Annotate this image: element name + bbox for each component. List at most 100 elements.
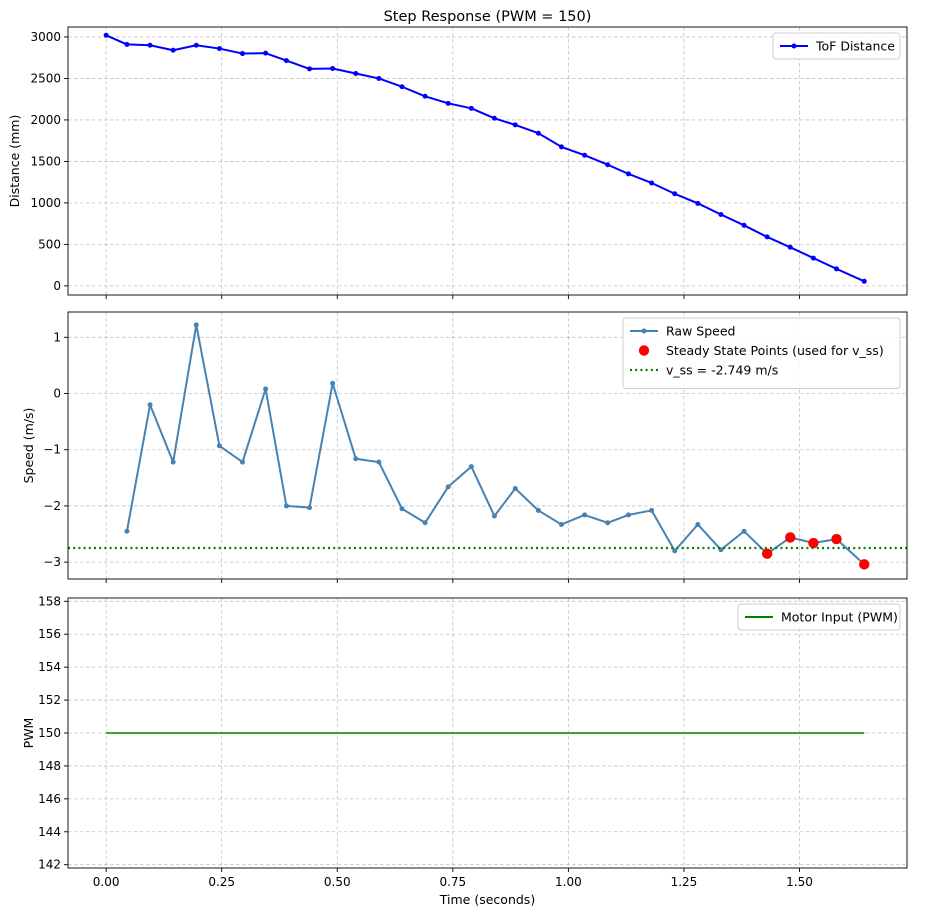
x-tick-label: 0.50 <box>324 875 351 889</box>
speed-point <box>468 464 474 470</box>
distance-point <box>376 75 382 81</box>
distance-point <box>649 180 655 186</box>
distance-point <box>170 47 176 53</box>
distance-point <box>491 115 497 121</box>
distance-series-line <box>105 34 865 283</box>
legend-label: Raw Speed <box>666 324 735 339</box>
y-tick-label: 156 <box>38 627 61 641</box>
y-tick-label: 144 <box>38 825 61 839</box>
y-tick-label: 0 <box>53 279 61 293</box>
speed-point <box>605 520 611 526</box>
speed-point <box>147 402 153 408</box>
speed-point <box>512 486 518 492</box>
distance-point <box>558 144 564 150</box>
speed-point <box>193 322 199 328</box>
distance-point <box>399 84 405 90</box>
distance-point <box>810 255 816 261</box>
distance-point <box>834 266 840 272</box>
plot-area <box>103 32 867 284</box>
x-tick-label: 1.00 <box>555 875 582 889</box>
steady-state-point <box>808 537 819 549</box>
x-tick-label: 0.25 <box>208 875 235 889</box>
y-axis-label: Distance (mm) <box>7 115 22 208</box>
steady-state-point <box>831 533 842 545</box>
distance-point <box>283 58 289 64</box>
y-tick-label: −2 <box>43 499 61 513</box>
distance-point <box>193 42 199 48</box>
speed-point <box>491 513 497 519</box>
distance-point <box>535 130 541 136</box>
plot-frame <box>67 26 908 296</box>
y-tick-label: 3000 <box>30 30 61 44</box>
distance-point <box>263 50 269 56</box>
distance-point <box>353 70 359 76</box>
distance-point <box>124 41 130 47</box>
speed-point <box>422 520 428 526</box>
speed-point <box>649 507 655 513</box>
distance-point <box>216 46 222 52</box>
speed-point <box>330 380 336 386</box>
speed-point <box>741 528 747 534</box>
distance-point <box>445 100 451 106</box>
speed-point <box>240 459 246 465</box>
y-tick-label: 1500 <box>30 154 61 168</box>
steady-state-point <box>785 532 796 543</box>
speed-point <box>445 484 451 490</box>
speed-point <box>535 507 541 513</box>
x-tick-label: 0.00 <box>93 875 120 889</box>
speed-point <box>283 503 289 509</box>
y-tick-label: 158 <box>38 594 61 608</box>
x-tick-label: 0.75 <box>439 875 466 889</box>
y-tick-label: 146 <box>38 792 61 806</box>
legend-swatch-marker <box>791 43 797 49</box>
distance-point <box>741 222 747 228</box>
distance-point <box>718 212 724 218</box>
distance-point <box>512 122 518 128</box>
x-axis-label: Time (seconds) <box>439 892 535 907</box>
distance-point <box>147 42 153 48</box>
steady-state-point <box>859 559 870 570</box>
y-tick-label: 2500 <box>30 71 61 85</box>
distance-point <box>605 162 611 168</box>
legend-label: v_ss = -2.749 m/s <box>666 363 778 378</box>
speed-point <box>263 386 269 392</box>
speed-point <box>216 443 222 449</box>
legend-swatch-steady-state <box>638 345 650 356</box>
speed-point <box>170 459 176 465</box>
distance-point <box>422 93 428 99</box>
speed-point <box>695 521 701 527</box>
legend-swatch-marker <box>641 328 647 334</box>
distance-point <box>861 278 867 284</box>
y-axis-label: Speed (m/s) <box>21 408 36 484</box>
distance-point <box>695 200 701 206</box>
y-tick-label: −1 <box>43 443 61 457</box>
y-tick-label: 154 <box>38 660 61 674</box>
y-tick-label: 152 <box>38 693 61 707</box>
speed-point <box>672 548 678 554</box>
legend-frame <box>737 603 901 631</box>
distance-point <box>582 152 588 158</box>
pwm-panel: 0.00 0.25 0.50 0.75 1.00 1.25 1.50 142 144 146 148… <box>21 594 908 907</box>
speed-point <box>353 456 359 462</box>
y-tick-label: 148 <box>38 759 61 773</box>
legend: Motor Input (PWM) <box>737 603 901 631</box>
legend: ToF Distance <box>772 32 901 60</box>
legend-label: Motor Input (PWM) <box>781 610 898 625</box>
y-tick-label: 0 <box>53 387 61 401</box>
distance-point <box>764 234 770 240</box>
plot-area <box>68 322 907 570</box>
chart-title: Step Response (PWM = 150) <box>384 9 592 25</box>
distance-point <box>330 65 336 71</box>
y-tick-label: 2000 <box>30 113 61 127</box>
speed-panel: −3 −2 −1 0 1 Speed (m/s) Raw Speed Steady State… <box>21 311 908 583</box>
legend-label: ToF Distance <box>815 39 895 54</box>
y-tick-label: 1 <box>53 330 61 344</box>
legend-frame <box>622 317 901 389</box>
y-tick-label: −3 <box>43 555 61 569</box>
distance-point <box>103 32 109 38</box>
plot-frame <box>67 311 908 580</box>
speed-point <box>307 505 313 511</box>
y-axis-label: PWM <box>21 718 36 749</box>
distance-point <box>672 191 678 197</box>
